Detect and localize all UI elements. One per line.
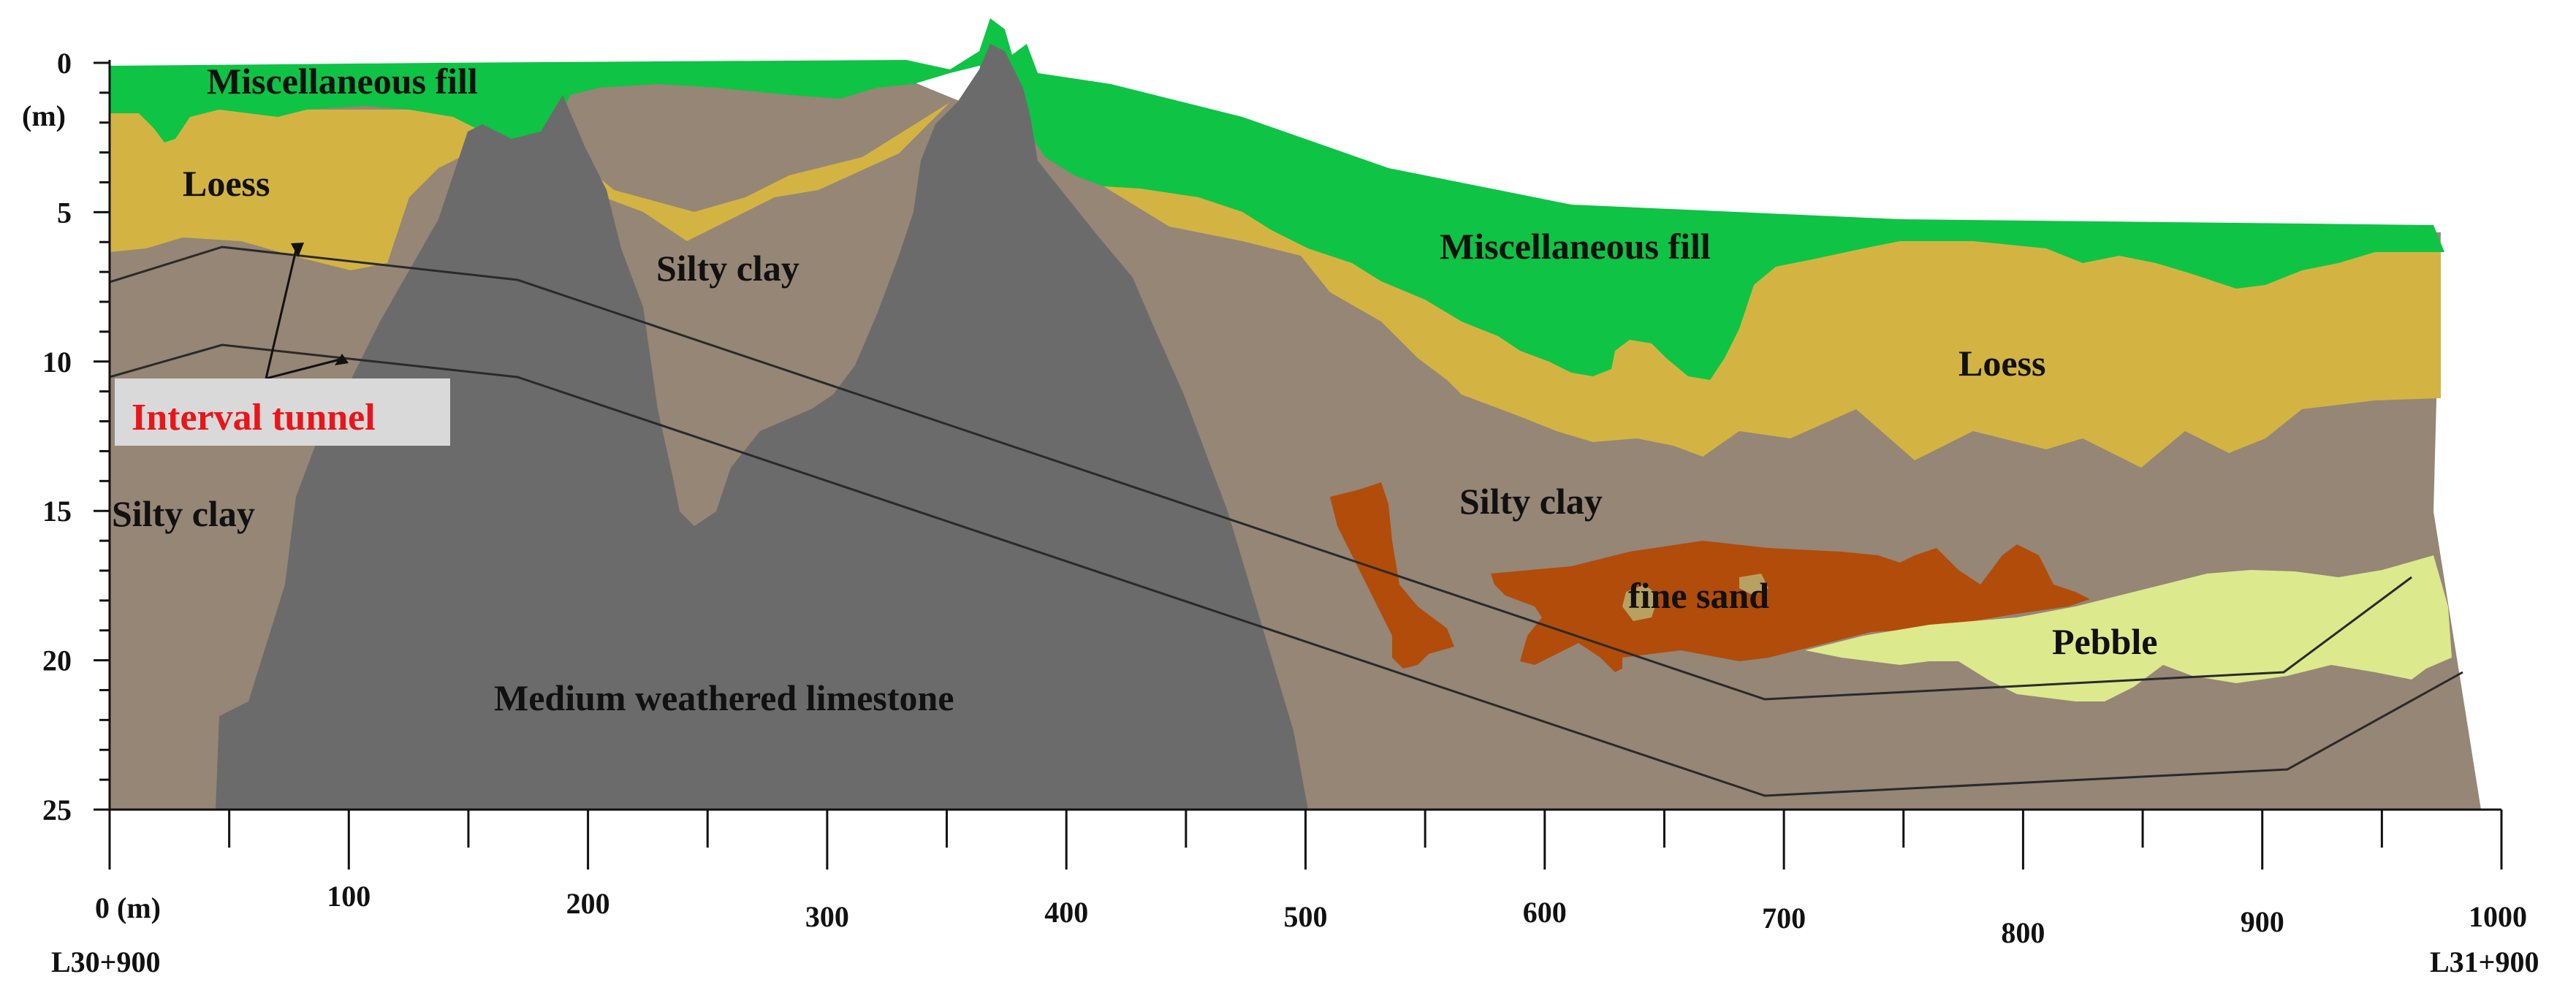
y-tick-label: 15 bbox=[42, 495, 72, 528]
fine-sand-wedge bbox=[1330, 482, 1454, 669]
label-loess-left: Loess bbox=[183, 163, 270, 204]
label-silty-clay-right: Silty clay bbox=[1459, 481, 1603, 522]
tunnel-invert-line bbox=[109, 343, 2463, 797]
pebble-lens bbox=[1805, 555, 2452, 701]
x-axis: 0 (m) 100 200 300 400 500 600 700 800 900 1000 L30… bbox=[51, 808, 2539, 978]
fine-sand-inclusion bbox=[1622, 585, 1659, 621]
y-tick-label: 0 bbox=[57, 47, 72, 80]
miscellaneous-fill-layer bbox=[110, 18, 2444, 380]
x-tick-label: 600 bbox=[1523, 896, 1567, 929]
y-axis-unit: (m) bbox=[22, 99, 66, 132]
fine-sand-inclusion-2 bbox=[1739, 574, 1768, 596]
x-tick-label: 800 bbox=[2001, 916, 2045, 949]
x-tick-label: 200 bbox=[566, 887, 610, 920]
label-pebble: Pebble bbox=[2052, 621, 2157, 662]
tunnel-crown-line bbox=[109, 246, 2412, 701]
y-tick-label: 10 bbox=[42, 346, 72, 378]
label-loess-right: Loess bbox=[1958, 343, 2045, 384]
y-tick-label: 25 bbox=[42, 794, 72, 826]
tunnel-leader-arrowhead-upper bbox=[291, 243, 304, 257]
x-tick-label: 100 bbox=[327, 880, 371, 913]
tunnel-leader-upper bbox=[265, 246, 298, 379]
label-silty-clay-mid: Silty clay bbox=[656, 248, 799, 289]
loess-layer-left bbox=[110, 102, 950, 270]
label-limestone: Medium weathered limestone bbox=[494, 677, 954, 718]
x-tick-label: 900 bbox=[2241, 905, 2284, 938]
tunnel-label-box bbox=[115, 378, 450, 446]
x-tick-label: 300 bbox=[805, 900, 849, 933]
label-fill-right: Miscellaneous fill bbox=[1440, 226, 1711, 267]
x-tick-label: 500 bbox=[1284, 900, 1328, 933]
x-tick-label: 1000 bbox=[2469, 900, 2527, 933]
x-tick-label: 400 bbox=[1044, 896, 1088, 929]
label-fine-sand: fine sand bbox=[1628, 575, 1769, 616]
tunnel-leader-lower bbox=[265, 358, 341, 380]
tunnel-label: Interval tunnel bbox=[132, 397, 376, 438]
x-tick-label: 0 (m) bbox=[95, 891, 161, 924]
limestone-mass-left bbox=[216, 44, 1308, 810]
fine-sand-lens bbox=[1491, 541, 2090, 672]
label-fill-left: Miscellaneous fill bbox=[207, 61, 478, 102]
x-axis-start-label: L30+900 bbox=[51, 946, 160, 978]
label-silty-clay-left: Silty clay bbox=[112, 493, 255, 534]
x-tick-label: 700 bbox=[1762, 902, 1806, 935]
y-tick-label: 5 bbox=[57, 196, 72, 229]
tunnel-leader-arrowhead-lower bbox=[335, 354, 349, 365]
y-tick-label: 20 bbox=[42, 644, 72, 677]
y-axis: 0 5 10 15 20 25 (m) bbox=[22, 47, 111, 826]
x-axis-end-label: L31+900 bbox=[2430, 946, 2539, 978]
